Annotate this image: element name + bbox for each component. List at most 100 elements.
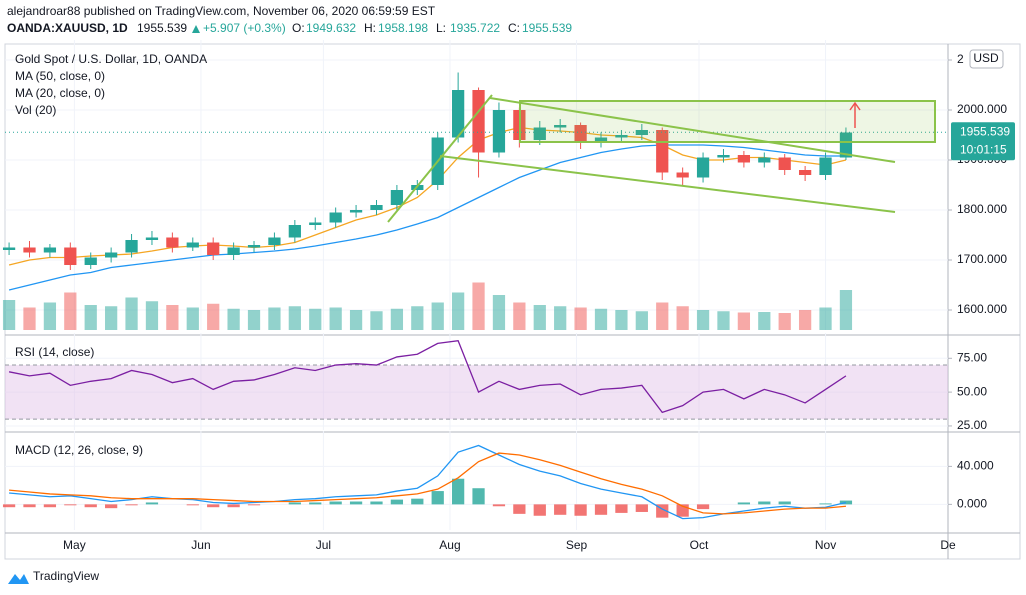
legend-entry: MA (50, close, 0) — [15, 69, 105, 83]
volume-bar — [268, 307, 281, 330]
candle-body — [717, 155, 730, 158]
ohlc-value: 1955.539 — [522, 21, 572, 35]
volume-bar — [615, 310, 628, 330]
histogram-bar — [431, 491, 444, 505]
volume-bar — [166, 305, 179, 330]
candle-body — [43, 247, 57, 253]
line-series — [8, 339, 847, 414]
legend-entry: MA (20, close, 0) — [15, 86, 105, 100]
histogram-bar — [125, 504, 138, 506]
axes: 1600.0001700.0001800.0001900.0002000.000… — [63, 49, 1015, 552]
rsi-band — [5, 365, 948, 420]
histogram-bar — [2, 504, 16, 508]
volume-bar — [207, 303, 220, 330]
histogram-bar — [186, 504, 199, 506]
line-series — [9, 444, 847, 520]
trend-line — [387, 94, 493, 223]
candle-body — [533, 127, 546, 140]
candle-body — [207, 242, 220, 255]
x-tick-label: May — [63, 538, 86, 552]
volume-bar — [492, 295, 506, 330]
pane-title: RSI (14, close) — [15, 345, 94, 359]
x-tick-label: Jul — [316, 538, 331, 552]
histogram-bar — [758, 501, 771, 505]
candle-body — [268, 237, 281, 245]
candle-body — [247, 245, 261, 248]
macd-pane: MACD (12, 26, close, 9) — [2, 431, 948, 530]
candle-body — [554, 125, 567, 128]
candle-body — [615, 135, 628, 138]
line-series — [9, 452, 847, 515]
volume-bar — [186, 307, 199, 330]
volume-bar — [84, 305, 97, 330]
candle-body — [166, 237, 179, 248]
brand: TradingView — [33, 569, 99, 583]
ohlc-label: O: — [292, 21, 305, 35]
volume-bar — [227, 308, 240, 330]
volume-bar — [696, 310, 710, 330]
volume-bar — [349, 310, 363, 330]
histogram-bar — [84, 504, 97, 508]
change: +5.907 (+0.3%) — [203, 21, 286, 35]
volume-bar — [839, 290, 853, 330]
ohlc-value: 1958.198 — [378, 21, 428, 35]
histogram-bar — [390, 499, 404, 505]
candle-body — [696, 157, 710, 178]
channel-lower — [439, 155, 896, 213]
volume-bar — [574, 307, 587, 330]
volume-bar — [737, 312, 751, 330]
candle-body — [778, 157, 791, 170]
histogram-bar — [105, 504, 118, 509]
last-price-label: 1955.539 — [960, 124, 1010, 138]
histogram-bar — [349, 501, 363, 505]
candle-body — [84, 257, 97, 265]
y-tick-label: 1600.000 — [957, 302, 1007, 316]
line-series — [8, 144, 846, 291]
x-tick-label: Nov — [815, 538, 836, 552]
volume-bar — [452, 292, 465, 330]
y-tick-label: 50.00 — [957, 384, 987, 398]
volume-bar — [717, 311, 730, 330]
volume-bar — [676, 306, 689, 330]
candle-body — [23, 247, 36, 253]
histogram-bar — [64, 504, 77, 506]
candle-body — [390, 190, 404, 205]
candle-body — [839, 132, 853, 158]
histogram-bar — [145, 502, 159, 505]
candle-body — [105, 252, 118, 258]
publish-info: alejandroar88 published on TradingView.c… — [7, 4, 436, 18]
histogram-bar — [43, 504, 57, 508]
y-tick-label: 1800.000 — [957, 202, 1007, 216]
volume-bar — [309, 308, 322, 330]
countdown: 10:01:15 — [960, 142, 1007, 156]
histogram-bar — [513, 504, 526, 514]
volume-bar — [758, 312, 771, 330]
candle-body — [329, 212, 342, 223]
candle-body — [758, 157, 771, 163]
volume-bar — [64, 292, 77, 330]
y-tick-label: 0.000 — [957, 497, 987, 511]
rsi-pane: RSI (14, close) — [5, 333, 948, 430]
pane-title: MACD (12, 26, close, 9) — [15, 443, 143, 457]
candle-body — [737, 155, 751, 163]
candle-body — [452, 90, 465, 138]
candle-body — [574, 125, 587, 143]
histogram-bar — [288, 502, 301, 505]
histogram-bar — [594, 504, 608, 515]
histogram-bar — [839, 500, 853, 505]
ohlc-label: H: — [364, 21, 376, 35]
ohlc: O: 1949.632 H: 1958.198 L: 1935.722 C: 1955.539 — [292, 21, 572, 35]
y-tick-label: 2 — [957, 52, 964, 66]
volume-bar — [594, 308, 608, 330]
candle-body — [819, 157, 832, 175]
candle-body — [472, 90, 485, 153]
x-tick-label: Aug — [439, 538, 460, 552]
histogram-bar — [452, 478, 465, 505]
volume-bar — [798, 310, 812, 330]
volume-bar — [247, 310, 261, 330]
histogram-bar — [411, 498, 424, 505]
candle-body — [227, 247, 240, 255]
up-arrow — [192, 25, 200, 33]
histogram-bar — [247, 504, 261, 506]
